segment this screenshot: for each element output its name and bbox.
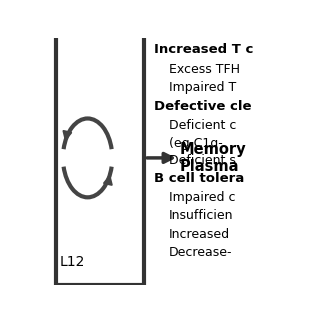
Text: Impaired c: Impaired c bbox=[169, 191, 236, 204]
Text: Deficient c: Deficient c bbox=[169, 119, 236, 132]
Text: Excess TFH: Excess TFH bbox=[169, 63, 240, 76]
Text: Increased: Increased bbox=[169, 228, 230, 241]
Text: Increased T c: Increased T c bbox=[154, 43, 253, 56]
Polygon shape bbox=[56, 34, 144, 285]
Text: Impaired T: Impaired T bbox=[169, 81, 236, 94]
Text: Memory
Plasma: Memory Plasma bbox=[180, 142, 247, 174]
Text: (eg C1q-: (eg C1q- bbox=[169, 137, 223, 150]
Text: L12: L12 bbox=[59, 255, 85, 269]
Text: Decrease-: Decrease- bbox=[169, 246, 232, 259]
Text: Insufficien: Insufficien bbox=[169, 209, 233, 222]
Text: Defective cle: Defective cle bbox=[154, 100, 252, 113]
Text: B cell tolera: B cell tolera bbox=[154, 172, 244, 185]
Text: Deficient s: Deficient s bbox=[169, 154, 236, 167]
